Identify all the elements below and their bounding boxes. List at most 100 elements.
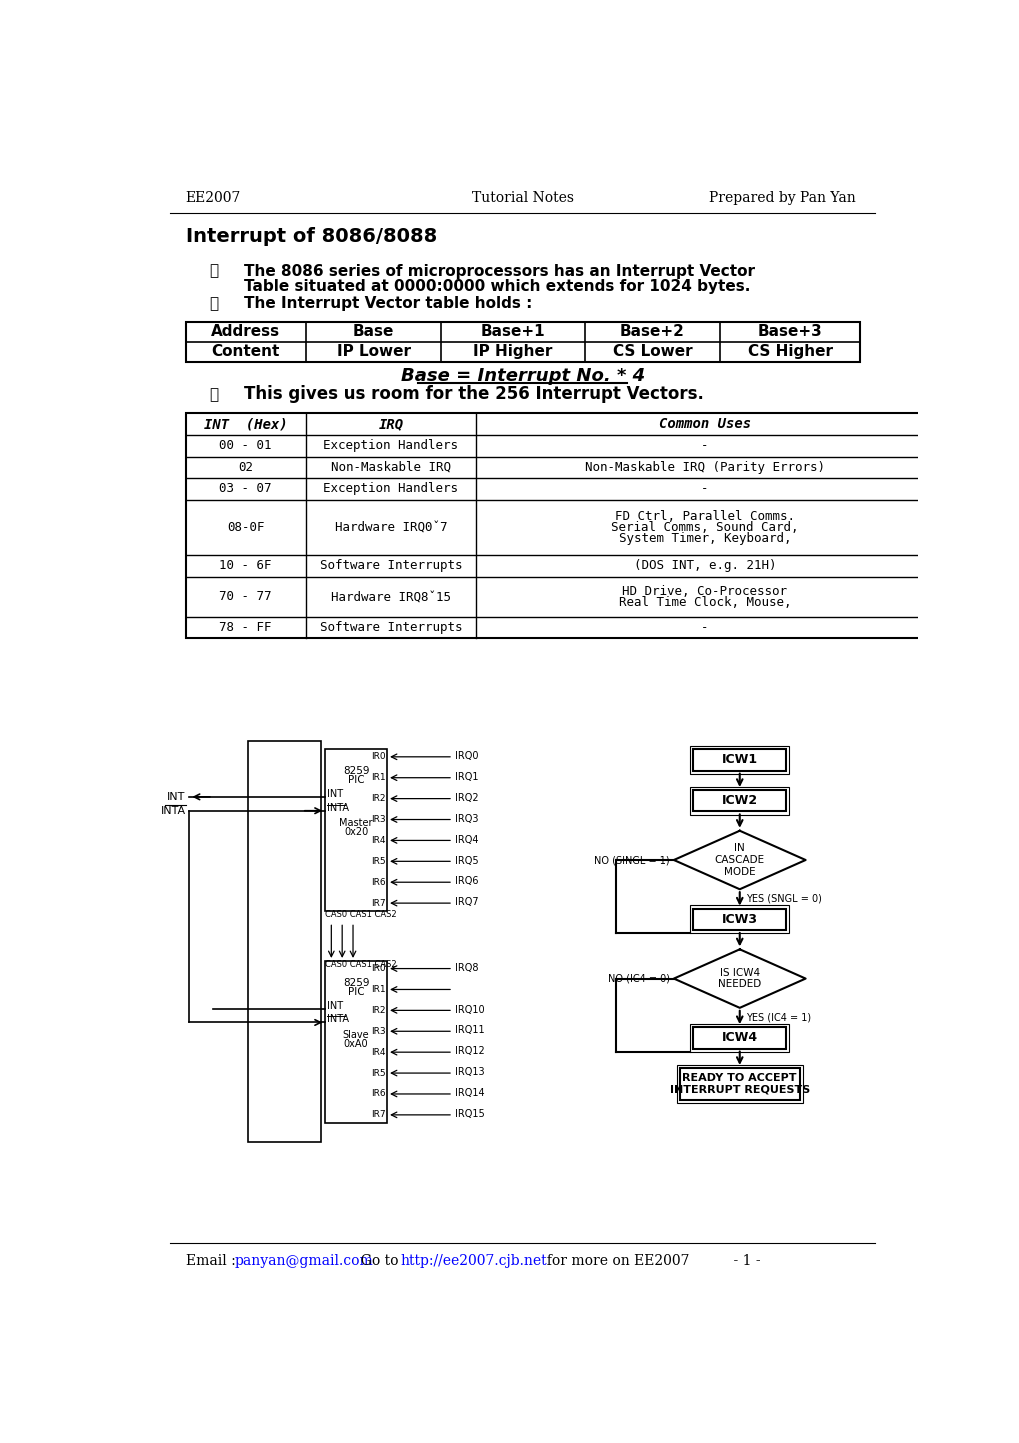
Text: IRQ6: IRQ6 xyxy=(454,876,478,886)
Text: The 8086 series of microprocessors has an Interrupt Vector: The 8086 series of microprocessors has a… xyxy=(244,264,754,278)
Polygon shape xyxy=(674,831,805,889)
Bar xyxy=(185,413,932,638)
Text: IR1: IR1 xyxy=(371,986,385,994)
Text: IR6: IR6 xyxy=(371,877,385,886)
Text: The Interrupt Vector table holds :: The Interrupt Vector table holds : xyxy=(244,296,532,310)
Text: Hardware IRQ8ˇ15: Hardware IRQ8ˇ15 xyxy=(331,590,450,603)
Bar xyxy=(676,1065,802,1104)
Text: 8259: 8259 xyxy=(342,766,369,776)
Text: Software Interrupts: Software Interrupts xyxy=(319,560,462,573)
Text: Go to: Go to xyxy=(352,1254,408,1268)
Text: IRQ3: IRQ3 xyxy=(454,814,478,824)
Text: IRQ7: IRQ7 xyxy=(454,898,479,908)
Text: for more on EE2007: for more on EE2007 xyxy=(538,1254,689,1268)
Text: IRQ1: IRQ1 xyxy=(454,772,478,782)
Text: IR1: IR1 xyxy=(371,773,385,782)
Text: INT: INT xyxy=(327,1000,343,1010)
Text: - 1 -: - 1 - xyxy=(715,1254,760,1268)
Text: IRQ13: IRQ13 xyxy=(454,1068,484,1078)
Text: INT  (Hex): INT (Hex) xyxy=(204,417,287,431)
Text: ✓: ✓ xyxy=(209,388,218,401)
Text: http://ee2007.cjb.net: http://ee2007.cjb.net xyxy=(399,1254,546,1268)
Text: IRQ10: IRQ10 xyxy=(454,1004,484,1014)
Bar xyxy=(248,742,321,1141)
Text: IP Lower: IP Lower xyxy=(336,345,411,359)
Text: NO (IC4 = 0): NO (IC4 = 0) xyxy=(607,974,669,984)
Text: IRQ4: IRQ4 xyxy=(454,834,478,844)
Text: Email :: Email : xyxy=(185,1254,239,1268)
Text: INTA: INTA xyxy=(327,802,350,812)
Bar xyxy=(693,909,786,931)
Text: PIC: PIC xyxy=(347,775,364,785)
Text: Base+2: Base+2 xyxy=(620,325,685,339)
Text: Table situated at 0000:0000 which extends for 1024 bytes.: Table situated at 0000:0000 which extend… xyxy=(244,278,749,294)
Bar xyxy=(690,786,789,814)
Text: Content: Content xyxy=(211,345,279,359)
Text: ICW1: ICW1 xyxy=(721,753,757,766)
Text: Tutorial Notes: Tutorial Notes xyxy=(471,192,573,205)
Bar xyxy=(690,1025,789,1052)
Text: IR4: IR4 xyxy=(371,1048,385,1056)
Bar xyxy=(690,905,789,934)
Text: CS Lower: CS Lower xyxy=(612,345,692,359)
Text: IRQ15: IRQ15 xyxy=(454,1110,485,1120)
Text: Serial Comms, Sound Card,: Serial Comms, Sound Card, xyxy=(610,521,798,534)
Text: IR2: IR2 xyxy=(371,794,385,804)
Text: Base = Interrupt No. * 4: Base = Interrupt No. * 4 xyxy=(400,367,644,385)
Text: IR5: IR5 xyxy=(371,857,385,866)
Bar xyxy=(693,749,786,771)
Text: FD Ctrl, Parallel Comms.: FD Ctrl, Parallel Comms. xyxy=(614,509,794,522)
Text: Master: Master xyxy=(339,818,373,828)
Bar xyxy=(325,961,387,1123)
Text: INTA: INTA xyxy=(327,1014,350,1025)
Text: -: - xyxy=(700,482,708,495)
Text: Exception Handlers: Exception Handlers xyxy=(323,482,459,495)
Text: Prepared by Pan Yan: Prepared by Pan Yan xyxy=(708,192,855,205)
Text: IRQ14: IRQ14 xyxy=(454,1088,484,1098)
Text: IR7: IR7 xyxy=(371,899,385,908)
Text: Non-Maskable IRQ: Non-Maskable IRQ xyxy=(331,460,450,473)
Text: Base+1: Base+1 xyxy=(480,325,545,339)
Bar xyxy=(690,746,789,773)
Text: IRQ: IRQ xyxy=(378,417,404,431)
Text: ✓: ✓ xyxy=(209,297,218,310)
Text: READY TO ACCEPT
INTERRUPT REQUESTS: READY TO ACCEPT INTERRUPT REQUESTS xyxy=(668,1074,809,1095)
Text: IS ICW4
NEEDED: IS ICW4 NEEDED xyxy=(717,968,760,990)
Text: INT: INT xyxy=(327,789,343,799)
Text: CS Higher: CS Higher xyxy=(747,345,832,359)
Text: 70 - 77: 70 - 77 xyxy=(219,590,272,603)
Text: IRQ11: IRQ11 xyxy=(454,1026,484,1036)
Text: IR7: IR7 xyxy=(371,1110,385,1120)
Bar xyxy=(185,322,859,362)
Text: HD Drive, Co-Processor: HD Drive, Co-Processor xyxy=(622,584,787,597)
Text: IR6: IR6 xyxy=(371,1089,385,1098)
Text: Base+3: Base+3 xyxy=(757,325,821,339)
Text: IR0: IR0 xyxy=(371,752,385,762)
Text: INT: INT xyxy=(167,792,185,802)
Text: -: - xyxy=(700,439,708,452)
Text: NO (SINGL = 1): NO (SINGL = 1) xyxy=(594,856,669,864)
Text: PIC: PIC xyxy=(347,987,364,997)
Text: panyan@gmail.com: panyan@gmail.com xyxy=(234,1254,373,1268)
Text: Slave: Slave xyxy=(342,1030,369,1040)
Text: IR4: IR4 xyxy=(371,835,385,846)
Text: IRQ2: IRQ2 xyxy=(454,792,479,802)
Text: This gives us room for the 256 Interrupt Vectors.: This gives us room for the 256 Interrupt… xyxy=(244,385,703,403)
Text: -: - xyxy=(700,620,708,633)
Bar xyxy=(693,789,786,811)
Text: 0x20: 0x20 xyxy=(343,827,368,837)
Text: Base: Base xyxy=(353,325,394,339)
Text: ICW3: ICW3 xyxy=(721,913,757,926)
Text: CAS0 CAS1 CAS2: CAS0 CAS1 CAS2 xyxy=(325,960,396,970)
Text: IR3: IR3 xyxy=(371,815,385,824)
Text: (DOS INT, e.g. 21H): (DOS INT, e.g. 21H) xyxy=(633,560,775,573)
Text: CAS0 CAS1 CAS2: CAS0 CAS1 CAS2 xyxy=(325,911,396,919)
Bar xyxy=(325,749,387,911)
Polygon shape xyxy=(674,949,805,1007)
Text: 8259: 8259 xyxy=(342,977,369,987)
Text: INTA: INTA xyxy=(160,805,185,815)
Text: 03 - 07: 03 - 07 xyxy=(219,482,272,495)
Text: Real Time Clock, Mouse,: Real Time Clock, Mouse, xyxy=(618,596,791,609)
Text: IN
CASCADE
MODE: IN CASCADE MODE xyxy=(714,843,764,876)
Text: 08-0F: 08-0F xyxy=(226,521,264,534)
